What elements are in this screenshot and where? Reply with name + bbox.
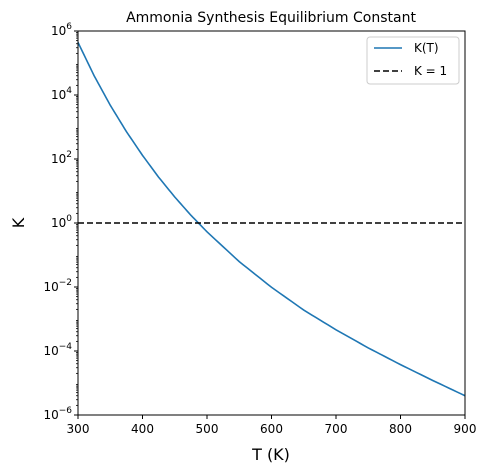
x-axis-label: T (K) [251,445,290,464]
x-tick-label: 800 [389,422,412,436]
x-tick-label: 600 [260,422,283,436]
plot-area [77,30,466,416]
x-tick-label: 400 [131,422,154,436]
y-tick-label: 10−6 [43,406,72,422]
chart-title: Ammonia Synthesis Equilibrium Constant [126,10,416,26]
y-tick-label: 10−4 [43,342,72,358]
y-tick-label: 106 [51,22,72,38]
legend-label-kt: K(T) [414,41,439,55]
x-tick-label: 500 [196,422,219,436]
legend-label-k1: K = 1 [414,64,447,78]
x-tick-label: 900 [454,422,477,436]
y-tick-label: 10−2 [43,278,72,294]
y-tick-label: 102 [51,150,72,166]
x-tick-label: 700 [325,422,348,436]
y-axis-label: K [9,217,28,228]
y-axis-ticks: 10−6 10−4 10−2 100 102 104 106 [43,22,78,422]
x-tick-label: 300 [67,422,90,436]
legend: K(T) K = 1 [366,36,460,85]
x-axis-ticks: 300 400 500 600 700 800 900 [67,415,477,436]
y-tick-label: 104 [51,86,72,102]
series-line-kt [77,42,466,397]
y-tick-label: 100 [51,214,72,230]
